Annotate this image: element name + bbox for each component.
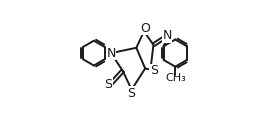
Text: S: S (128, 87, 136, 100)
Text: N: N (106, 47, 116, 60)
Text: CH₃: CH₃ (165, 74, 186, 83)
Text: N: N (162, 30, 172, 42)
Text: O: O (140, 22, 150, 35)
Text: S: S (104, 78, 112, 91)
Text: S: S (150, 64, 158, 77)
